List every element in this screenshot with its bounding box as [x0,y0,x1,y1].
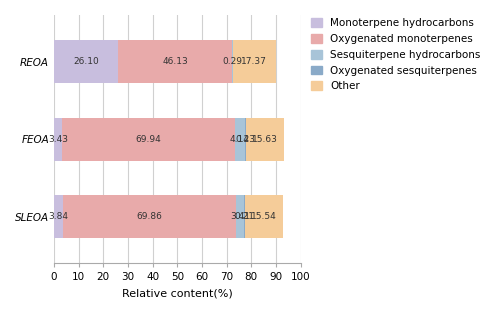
Text: 26.10: 26.10 [74,57,99,66]
X-axis label: Relative content(%): Relative content(%) [122,288,232,298]
Text: 4.14: 4.14 [230,135,250,144]
Text: 3.84: 3.84 [48,212,68,221]
Bar [246,118,284,161]
Bar [232,40,233,83]
Bar [235,118,245,161]
Text: 17.37: 17.37 [242,57,267,66]
Bar [236,196,244,238]
Text: 46.13: 46.13 [162,57,188,66]
Bar [54,118,62,161]
Bar [244,196,283,238]
Text: 0.29: 0.29 [222,57,242,66]
Text: 3.43: 3.43 [48,135,68,144]
Text: 15.63: 15.63 [252,135,278,144]
Bar [233,40,276,83]
Text: 69.86: 69.86 [136,212,162,221]
Bar [54,40,118,83]
Legend: Monoterpene hydrocarbons, Oxygenated monoterpenes, Sesquiterpene hydrocarbons, O: Monoterpene hydrocarbons, Oxygenated mon… [308,15,484,95]
Text: 3.41: 3.41 [230,212,250,221]
Text: 0.21: 0.21 [234,212,255,221]
Bar [54,196,64,238]
Text: 15.54: 15.54 [251,212,276,221]
Bar [245,118,246,161]
Text: 69.94: 69.94 [136,135,162,144]
Bar [118,40,232,83]
Bar [62,118,235,161]
Text: 0.23: 0.23 [236,135,256,144]
Bar [64,196,236,238]
